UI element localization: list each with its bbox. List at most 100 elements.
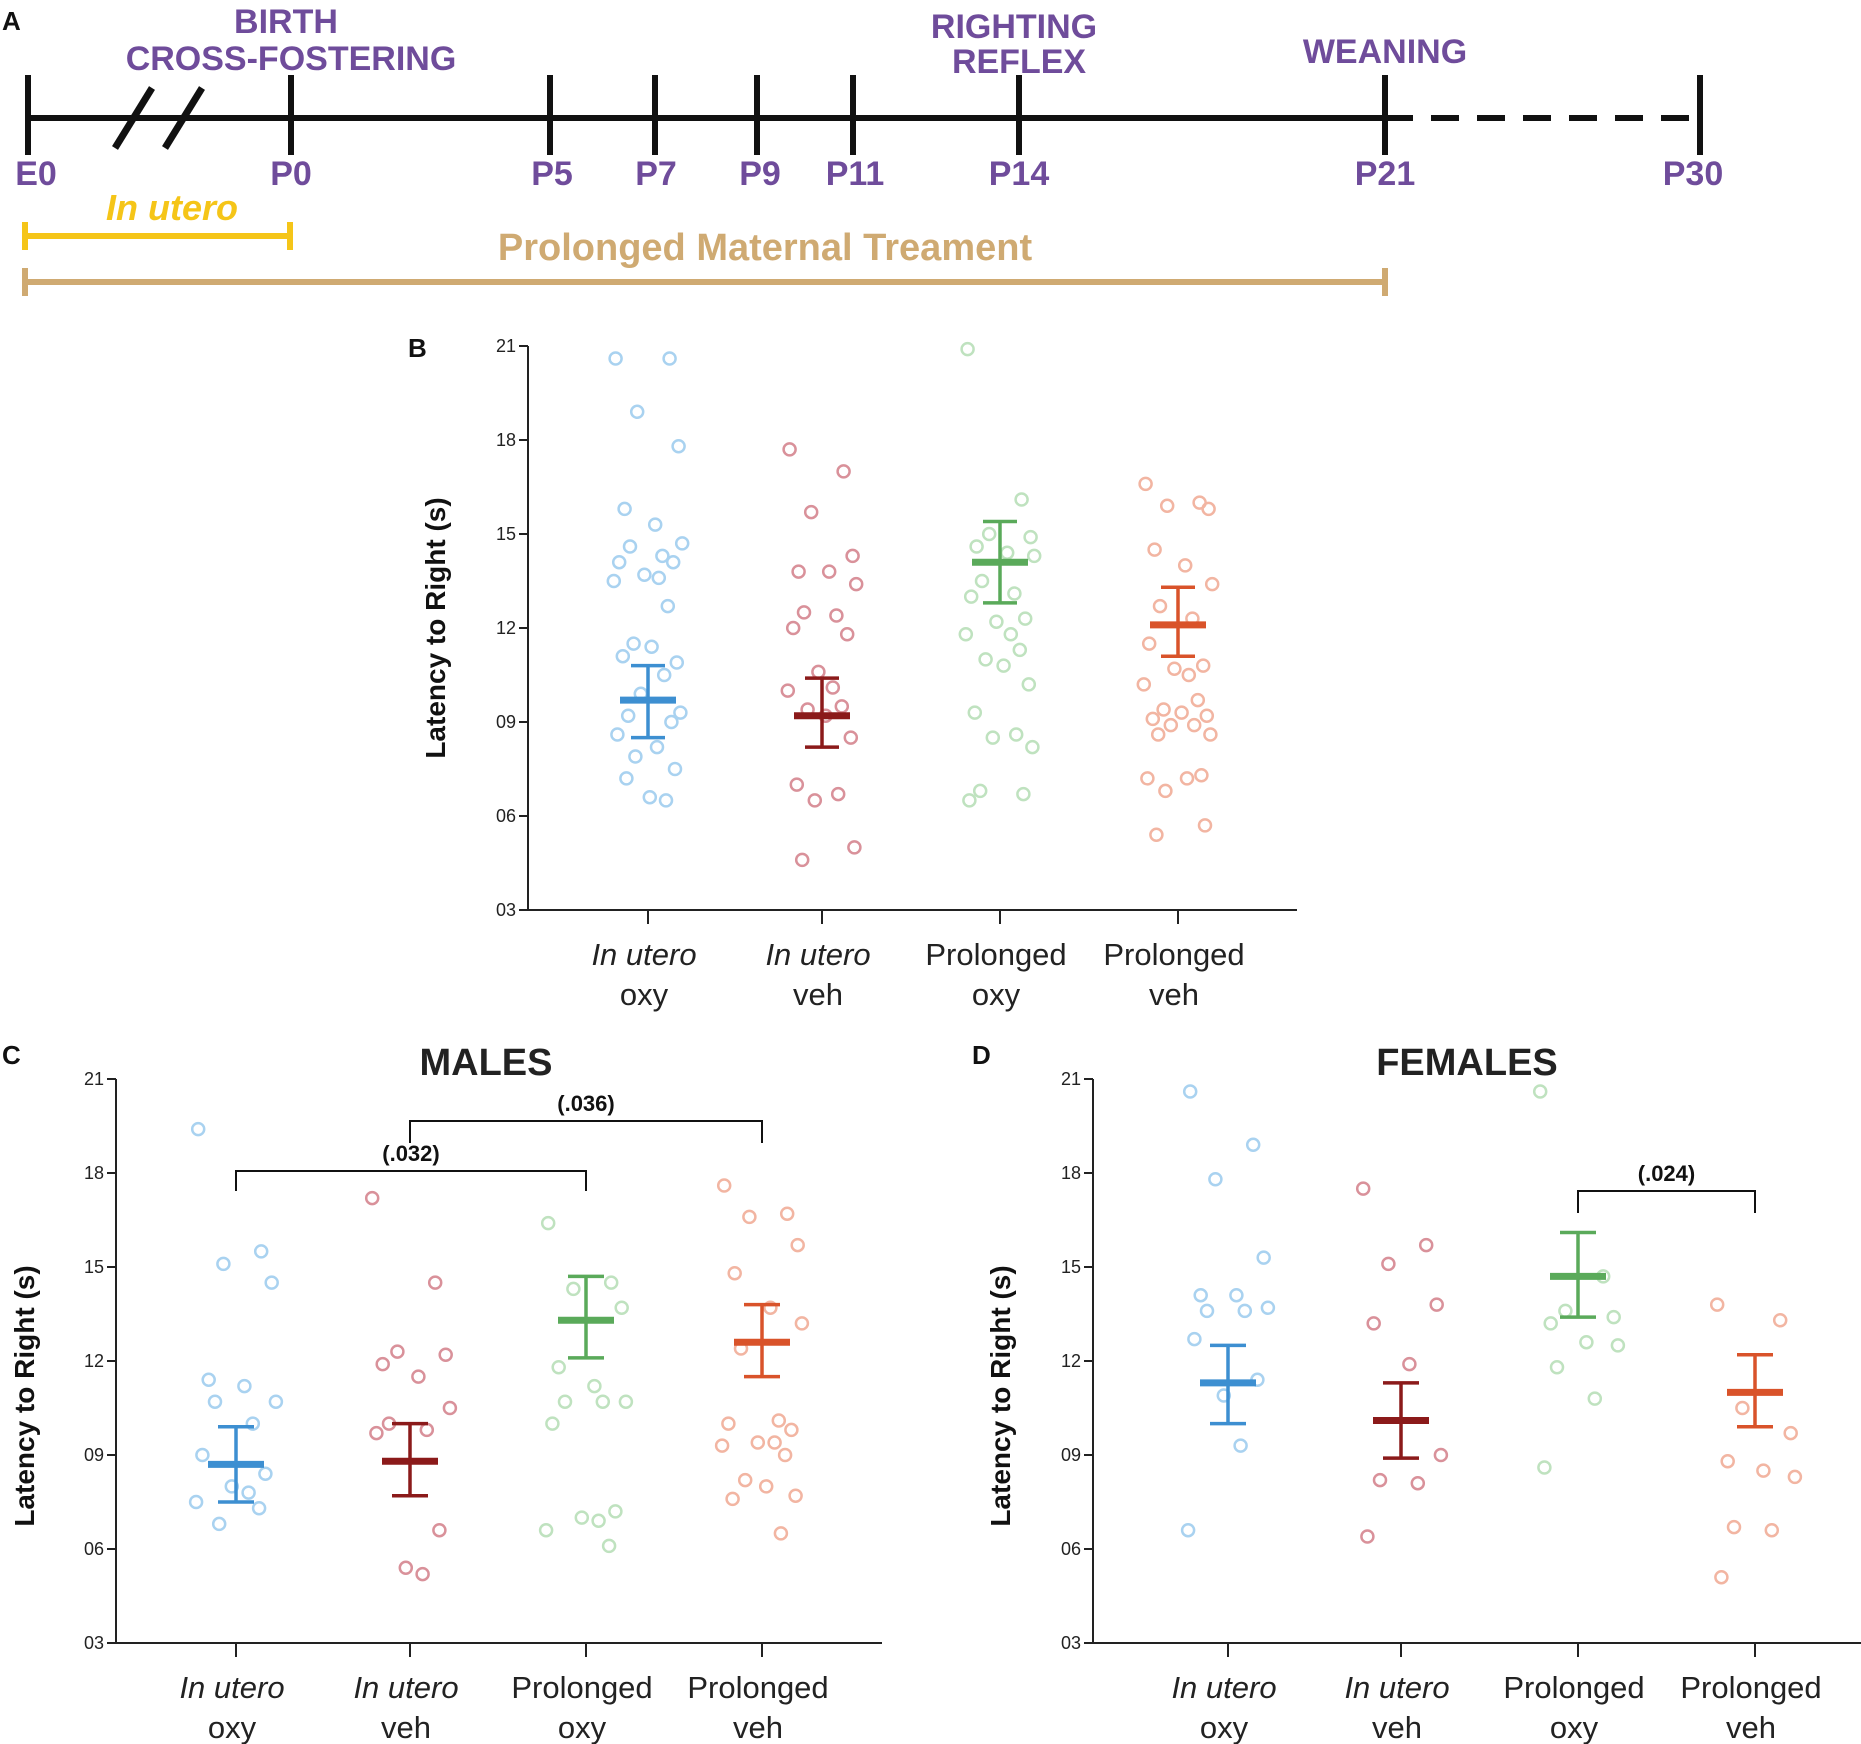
data-point <box>1163 717 1179 733</box>
data-point <box>644 639 659 655</box>
data-point <box>1156 702 1171 717</box>
data-point <box>655 548 670 564</box>
data-point <box>1203 727 1218 742</box>
data-point <box>610 727 625 742</box>
data-point <box>1558 1303 1573 1319</box>
data-point <box>784 1422 799 1438</box>
data-point <box>1182 1084 1198 1099</box>
data-point <box>1179 771 1195 786</box>
data-point <box>1366 1316 1381 1331</box>
x-category-label: In utero <box>353 1670 458 1705</box>
data-point <box>972 783 988 799</box>
data-point <box>1256 1250 1271 1265</box>
data-point <box>647 517 663 532</box>
panel-b-chart: B 03 06 09 12 15 18 21 Latency to Right (s) In ut… <box>408 333 1297 1012</box>
data-point <box>836 464 851 479</box>
data-point <box>1190 692 1206 708</box>
data-point <box>1159 498 1175 514</box>
data-point <box>1136 677 1152 692</box>
data-point <box>1199 1303 1215 1319</box>
data-point <box>619 771 634 786</box>
data-point <box>782 442 797 457</box>
data-point <box>1167 661 1182 676</box>
y-tick-label: 18 <box>1061 1163 1081 1183</box>
x-category-label: In utero <box>591 937 696 972</box>
data-point <box>727 1266 742 1281</box>
timeline-break-mark <box>112 86 155 150</box>
data-point <box>664 714 679 730</box>
data-point <box>642 789 658 805</box>
panel-letter-b: B <box>408 333 427 363</box>
data-point <box>369 1425 384 1441</box>
data-point <box>622 539 638 554</box>
data-point <box>1726 1519 1742 1535</box>
x-category-label: Prolonged <box>511 1670 652 1705</box>
y-tick-label: 03 <box>84 1633 104 1653</box>
tick-label-p30: P30 <box>1663 155 1724 193</box>
data-point <box>665 554 681 570</box>
y-tick-label: 15 <box>1061 1257 1081 1277</box>
data-point <box>750 1435 766 1450</box>
data-point <box>1783 1425 1798 1441</box>
data-point <box>780 683 796 698</box>
panel-title: MALES <box>420 1042 553 1084</box>
data-point <box>608 1504 623 1519</box>
data-point <box>442 1400 458 1416</box>
data-point <box>190 1121 206 1137</box>
data-point <box>557 1394 573 1409</box>
data-point <box>364 1190 380 1206</box>
data-point <box>777 1447 793 1463</box>
data-point <box>574 1510 590 1525</box>
data-point <box>667 761 683 777</box>
data-point <box>803 504 819 520</box>
y-tick-label: 21 <box>1061 1069 1081 1089</box>
x-category-sublabel: veh <box>381 1710 431 1744</box>
y-tick-label: 15 <box>496 524 516 544</box>
data-point <box>264 1275 279 1290</box>
data-point <box>1208 1172 1223 1187</box>
data-point <box>1720 1454 1735 1469</box>
data-point <box>1201 501 1216 517</box>
data-point <box>241 1485 256 1500</box>
data-point <box>658 793 674 808</box>
data-point <box>737 1472 753 1488</box>
data-point <box>1402 1356 1417 1372</box>
data-point <box>1150 727 1166 742</box>
data-point <box>540 1215 556 1231</box>
data-point <box>773 1526 789 1541</box>
data-point <box>628 749 643 764</box>
data-point <box>1606 1309 1621 1325</box>
data-point <box>843 730 859 745</box>
data-point <box>771 1413 787 1428</box>
y-tick-label: 06 <box>1061 1539 1081 1559</box>
data-point <box>825 680 841 695</box>
y-tick-label: 12 <box>84 1351 104 1371</box>
y-tick-label: 06 <box>496 806 516 826</box>
event-reflex: REFLEX <box>952 43 1086 81</box>
x-category-sublabel: oxy <box>1200 1710 1249 1744</box>
event-birth: BIRTH <box>234 3 338 41</box>
p-value-label: (.024) <box>1638 1161 1695 1186</box>
y-tick-label: 09 <box>496 712 516 732</box>
data-point <box>767 1435 782 1450</box>
data-point <box>1016 786 1031 802</box>
data-point <box>725 1491 740 1507</box>
y-axis-label: Latency to Right (s) <box>9 1265 40 1526</box>
data-point <box>1021 677 1037 692</box>
data-point <box>1709 1297 1725 1312</box>
data-point <box>1147 542 1162 557</box>
data-point <box>614 1300 629 1315</box>
y-tick-label: 09 <box>84 1445 104 1465</box>
data-point <box>1381 1256 1396 1272</box>
data-point <box>662 351 677 366</box>
y-tick-label: 06 <box>84 1539 104 1559</box>
x-category-label: In utero <box>1171 1670 1276 1705</box>
y-tick-label: 03 <box>496 900 516 920</box>
data-point <box>1532 1084 1548 1099</box>
x-category-label: Prolonged <box>1503 1670 1644 1705</box>
data-point <box>1138 476 1153 492</box>
data-point <box>656 667 672 683</box>
tick-label-p7: P7 <box>635 155 677 193</box>
data-point <box>1014 492 1029 507</box>
